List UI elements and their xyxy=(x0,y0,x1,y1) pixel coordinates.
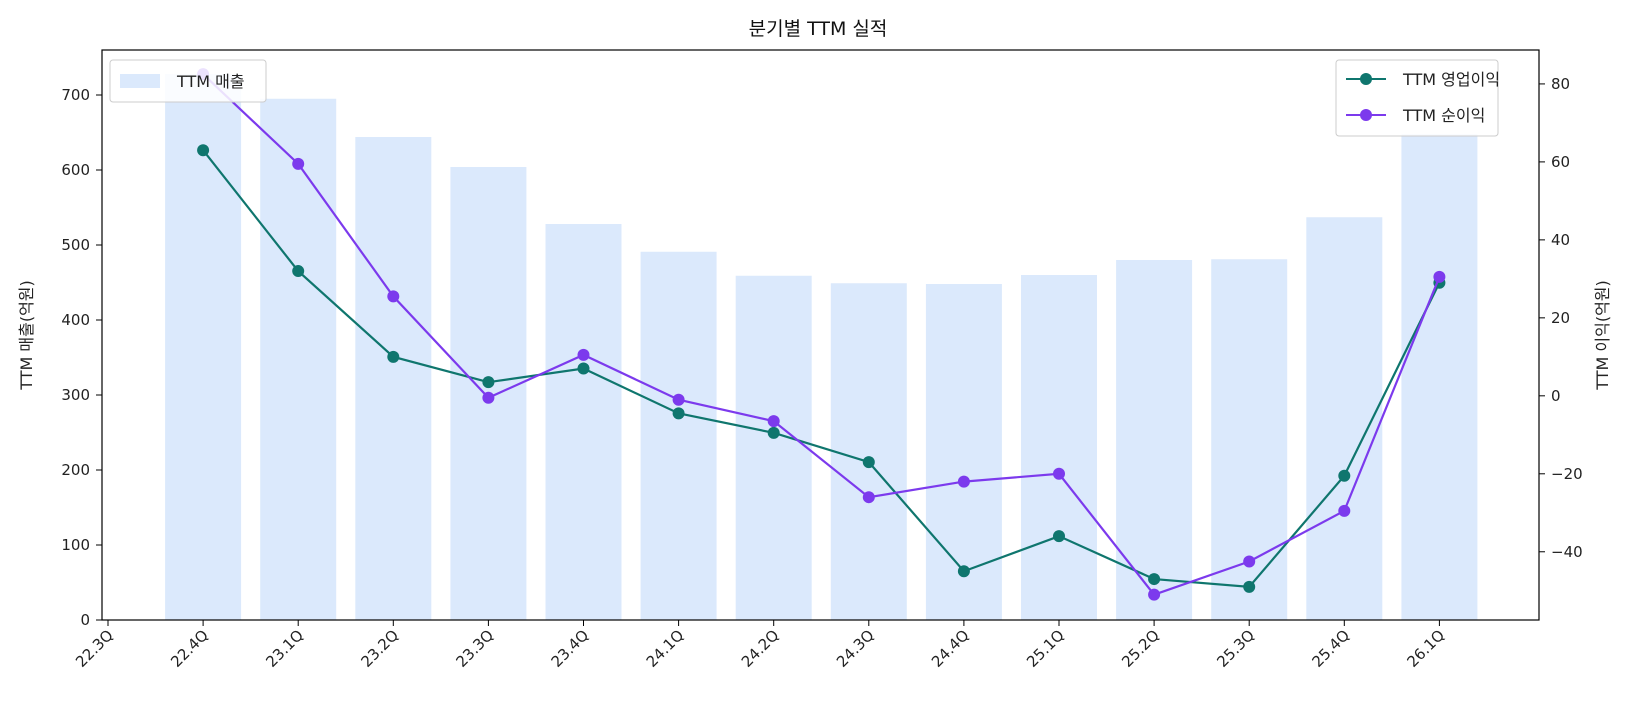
bar-revenue-22.4Q xyxy=(165,74,242,620)
y-right-tick-label-60: 60 xyxy=(1551,153,1570,171)
series-0-point-25.1Q xyxy=(1053,530,1065,543)
chart-title: 분기별 TTM 실적 xyxy=(749,18,888,40)
bar-revenue-23.1Q xyxy=(260,98,337,620)
plot-frame xyxy=(101,49,1540,621)
bar-revenue-24.2Q xyxy=(735,275,812,620)
bar-revenue-24.3Q xyxy=(830,283,907,620)
series-line-1 xyxy=(202,73,1441,596)
series-1-point-24.3Q xyxy=(862,491,875,504)
y-left-tick-label-0: 0 xyxy=(80,611,90,629)
series-0-point-24.4Q xyxy=(957,565,970,578)
x-tick-label-23.3Q: 23.3Q xyxy=(453,626,498,671)
x-tick-label-26.1Q: 26.1Q xyxy=(1404,626,1449,671)
bar-revenue-25.4Q xyxy=(1306,217,1383,620)
x-tick-label-24.1Q: 24.1Q xyxy=(643,626,688,671)
y-left-tick-label-700: 700 xyxy=(61,86,90,104)
bars-layer xyxy=(165,74,1478,620)
y-axis-right-label: TTM 이익(억원) xyxy=(1593,280,1612,391)
bar-revenue-23.4Q xyxy=(545,224,622,620)
x-tick-label-24.2Q: 24.2Q xyxy=(738,626,783,671)
series-1-point-24.2Q xyxy=(767,415,780,428)
y-right-tick-label-20: 20 xyxy=(1551,309,1570,327)
series-1-point-23.4Q xyxy=(577,348,590,361)
legend-label-revenue: TTM 매출 xyxy=(176,72,245,91)
series-1-point-25.4Q xyxy=(1338,504,1351,517)
y-right-tick-label-0: 0 xyxy=(1551,387,1561,405)
x-tick-label-24.4Q: 24.4Q xyxy=(928,626,973,671)
x-tick-label-24.3Q: 24.3Q xyxy=(833,626,878,671)
bar-revenue-23.2Q xyxy=(355,137,432,620)
y-right-tick-label--20: −20 xyxy=(1551,465,1583,483)
y-axis-left-label: TTM 매출(억원) xyxy=(17,280,36,391)
y-left-tick-label-300: 300 xyxy=(61,386,90,404)
bar-revenue-24.4Q xyxy=(925,284,1002,620)
x-tick-label-23.2Q: 23.2Q xyxy=(357,626,402,671)
series-0-point-24.3Q xyxy=(862,456,875,469)
series-0-point-23.4Q xyxy=(577,362,590,375)
series-0-point-22.4Q xyxy=(197,144,210,157)
x-tick-label-25.4Q: 25.4Q xyxy=(1308,626,1353,671)
series-0-point-24.1Q xyxy=(672,407,685,420)
bar-revenue-26.1Q xyxy=(1401,134,1478,620)
x-axis: 22.3Q 22.4Q 23.1Q 23.2Q 23.3Q 23.4Q 24.1Q 24.2Q… xyxy=(72,620,1448,671)
series-line-0 xyxy=(202,149,1441,589)
y-axis-left: 0 100 200 300 400 500 600 700 xyxy=(61,86,102,629)
x-tick-label-25.2Q: 25.2Q xyxy=(1118,626,1163,671)
series-1-point-23.2Q xyxy=(387,290,400,303)
legend-label-operating-profit: TTM 영업이익 xyxy=(1402,70,1500,89)
legend-left-frame xyxy=(109,59,267,103)
lines-layer xyxy=(197,68,1446,601)
legend-marker-net-income xyxy=(1360,109,1372,121)
series-1-point-25.1Q xyxy=(1053,467,1065,480)
series-1-point-26.1Q xyxy=(1433,270,1446,283)
series-0-point-23.2Q xyxy=(387,350,400,363)
y-axis-right: −40 −20 0 20 40 60 80 xyxy=(1539,75,1583,561)
y-left-tick-label-100: 100 xyxy=(61,536,90,554)
y-left-tick-label-600: 600 xyxy=(61,161,90,179)
legend-right: TTM 영업이익 TTM 순이익 xyxy=(1335,59,1500,137)
legend-left: TTM 매출 xyxy=(109,59,267,103)
series-0-point-23.1Q xyxy=(292,265,305,278)
x-tick-label-22.3Q: 22.3Q xyxy=(72,626,117,671)
y-left-tick-label-500: 500 xyxy=(61,236,90,254)
series-0-point-25.4Q xyxy=(1338,469,1351,482)
y-right-tick-label-80: 80 xyxy=(1551,75,1570,93)
legend-label-net-income: TTM 순이익 xyxy=(1402,106,1485,125)
bar-revenue-25.2Q xyxy=(1116,260,1193,620)
series-1-point-25.3Q xyxy=(1243,555,1256,568)
x-tick-label-25.3Q: 25.3Q xyxy=(1213,626,1258,671)
x-tick-label-25.1Q: 25.1Q xyxy=(1023,626,1068,671)
x-tick-label-23.1Q: 23.1Q xyxy=(262,626,307,671)
series-1-point-25.2Q xyxy=(1148,588,1161,601)
y-right-tick-label-40: 40 xyxy=(1551,231,1570,249)
series-0-point-23.3Q xyxy=(482,376,495,389)
x-tick-label-23.4Q: 23.4Q xyxy=(548,626,593,671)
series-1-point-24.1Q xyxy=(672,393,685,406)
legend-swatch-revenue xyxy=(120,74,160,88)
series-1-point-23.1Q xyxy=(292,157,305,170)
y-left-tick-label-400: 400 xyxy=(61,311,90,329)
x-tick-label-22.4Q: 22.4Q xyxy=(167,626,212,671)
y-right-tick-label--40: −40 xyxy=(1551,543,1583,561)
series-1-point-24.4Q xyxy=(957,475,970,488)
legend-marker-operating-profit xyxy=(1360,73,1372,85)
series-0-point-25.3Q xyxy=(1243,580,1256,593)
y-left-tick-label-200: 200 xyxy=(61,461,90,479)
series-1-point-23.3Q xyxy=(482,391,495,404)
bar-revenue-24.1Q xyxy=(640,251,717,620)
series-0-point-24.2Q xyxy=(767,426,780,439)
series-0-point-25.2Q xyxy=(1148,573,1161,586)
bar-revenue-25.1Q xyxy=(1021,275,1097,620)
